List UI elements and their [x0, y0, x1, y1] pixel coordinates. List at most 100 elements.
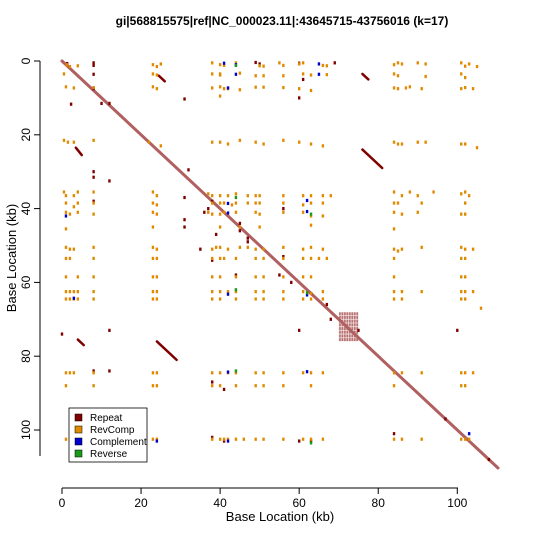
point-revcomp: [463, 76, 467, 80]
point-revcomp: [396, 249, 400, 253]
point-revcomp: [329, 194, 332, 198]
point-revcomp: [151, 275, 155, 279]
point-repeat: [254, 60, 257, 65]
point-revcomp: [317, 256, 321, 261]
point-revcomp: [400, 142, 404, 146]
point-revcomp: [467, 194, 471, 198]
point-revcomp: [392, 371, 396, 375]
point-revcomp: [64, 227, 68, 231]
point-revcomp: [309, 245, 313, 249]
y-tick-label: 60: [19, 275, 33, 289]
point-revcomp: [301, 194, 305, 198]
point-repeat: [278, 273, 281, 277]
point-revcomp: [254, 384, 257, 388]
point-complement: [72, 296, 76, 300]
point-repeat: [309, 439, 313, 443]
point-reverse: [234, 63, 238, 68]
point-repeat: [222, 387, 226, 392]
point-repeat: [301, 77, 305, 82]
point-revcomp: [64, 290, 68, 294]
point-revcomp: [392, 72, 396, 76]
point-revcomp: [321, 437, 325, 441]
point-revcomp: [64, 85, 68, 89]
point-revcomp: [460, 212, 463, 216]
point-revcomp: [211, 290, 214, 294]
point-revcomp: [68, 212, 72, 216]
axes: 0 20 40 60 80 100 0 20 40 60 80 100: [19, 57, 468, 510]
point-revcomp: [282, 201, 285, 205]
point-revcomp: [392, 210, 396, 214]
point-revcomp: [325, 73, 329, 77]
point-revcomp: [463, 290, 467, 294]
point-revcomp: [76, 190, 80, 194]
point-revcomp: [234, 384, 238, 388]
repeat-diagonal-segment: [361, 148, 384, 170]
point-revcomp: [297, 87, 301, 91]
point-revcomp: [467, 437, 471, 441]
point-revcomp: [211, 86, 214, 90]
point-revcomp: [76, 297, 80, 301]
point-repeat: [392, 432, 396, 436]
point-revcomp: [282, 371, 285, 375]
point-repeat: [456, 328, 459, 332]
point-revcomp: [238, 138, 242, 142]
point-revcomp: [463, 437, 467, 441]
y-ticks: 0 20 40 60 80 100: [19, 57, 40, 440]
point-revcomp: [218, 437, 222, 441]
point-revcomp: [234, 297, 238, 301]
point-repeat: [69, 102, 73, 106]
point-revcomp: [254, 85, 257, 89]
point-revcomp: [218, 94, 222, 98]
legend-swatch-complement: [74, 437, 83, 446]
point-repeat: [211, 435, 214, 439]
point-repeat: [183, 195, 186, 200]
point-revcomp: [309, 214, 313, 218]
point-revcomp: [72, 371, 76, 375]
point-revcomp: [416, 210, 419, 214]
point-revcomp: [471, 87, 475, 91]
point-revcomp: [258, 212, 261, 216]
point-revcomp: [222, 256, 226, 261]
point-revcomp: [309, 371, 313, 375]
point-revcomp: [282, 74, 285, 78]
point-revcomp: [218, 85, 222, 89]
point-repeat: [487, 457, 491, 462]
point-revcomp: [151, 63, 155, 67]
point-complement: [226, 86, 230, 90]
point-repeat: [108, 179, 111, 183]
point-revcomp: [392, 201, 396, 205]
point-revcomp: [68, 371, 72, 375]
point-revcomp: [151, 72, 155, 76]
point-revcomp: [92, 245, 95, 249]
point-revcomp: [396, 61, 400, 65]
point-revcomp: [238, 245, 242, 249]
point-revcomp: [479, 306, 483, 310]
point-revcomp: [309, 223, 313, 227]
point-revcomp: [68, 290, 72, 294]
point-revcomp: [460, 61, 463, 65]
point-revcomp: [463, 190, 467, 194]
point-revcomp: [226, 247, 230, 251]
point-reverse: [305, 291, 309, 295]
point-revcomp: [460, 256, 463, 261]
point-revcomp: [420, 371, 423, 375]
x-tick-label: 40: [213, 496, 227, 510]
point-revcomp: [159, 62, 163, 66]
point-revcomp: [392, 290, 396, 294]
point-revcomp: [226, 142, 230, 146]
point-revcomp: [234, 192, 238, 196]
point-revcomp: [282, 138, 285, 142]
point-revcomp: [301, 256, 305, 261]
point-revcomp: [155, 64, 159, 69]
point-revcomp: [254, 290, 257, 294]
point-repeat: [108, 369, 111, 373]
point-revcomp: [460, 72, 463, 76]
point-revcomp: [72, 86, 76, 90]
point-revcomp: [211, 437, 214, 441]
point-revcomp: [218, 201, 222, 205]
point-revcomp: [72, 205, 76, 209]
point-revcomp: [396, 87, 400, 91]
legend-label-complement: Complement: [90, 437, 147, 448]
point-revcomp: [262, 371, 265, 375]
point-revcomp: [321, 290, 325, 294]
